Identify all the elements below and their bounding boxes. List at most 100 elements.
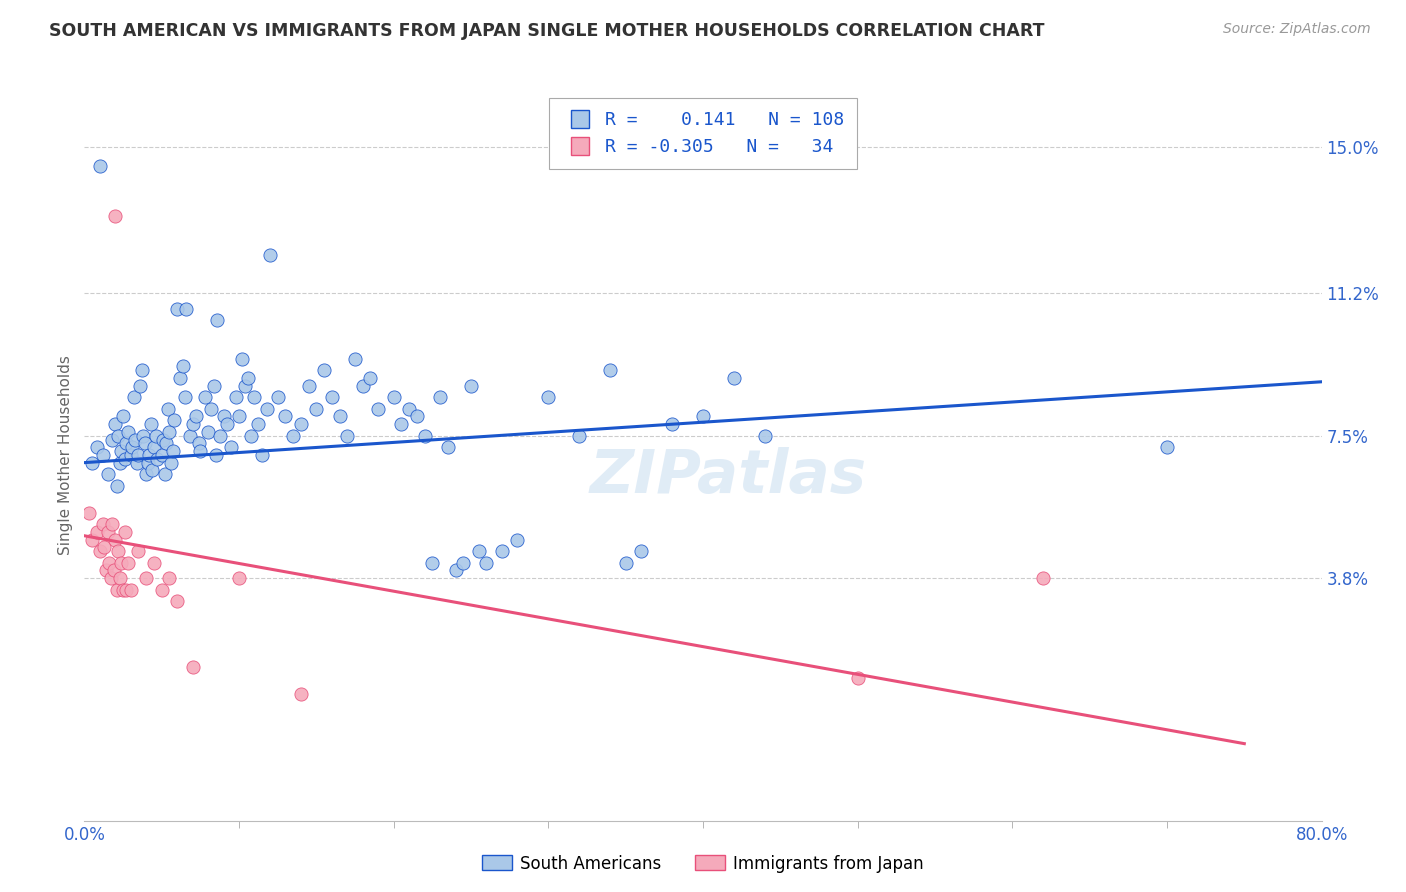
Point bbox=[336, 428, 359, 442]
Point bbox=[344, 351, 367, 366]
Point bbox=[155, 436, 177, 450]
Point bbox=[187, 436, 209, 450]
Point bbox=[143, 556, 166, 570]
Point bbox=[122, 390, 145, 404]
Point bbox=[112, 582, 135, 597]
Point bbox=[240, 428, 263, 442]
Point bbox=[1032, 571, 1054, 585]
Point bbox=[723, 371, 745, 385]
Point bbox=[179, 428, 201, 442]
Point bbox=[107, 428, 129, 442]
Point bbox=[398, 401, 420, 416]
Legend: R =    0.141   N = 108, R = -0.305   N =   34: R = 0.141 N = 108, R = -0.305 N = 34 bbox=[550, 98, 856, 169]
Point bbox=[112, 409, 135, 424]
Point bbox=[120, 448, 142, 462]
Point bbox=[352, 378, 374, 392]
Point bbox=[267, 390, 290, 404]
Point bbox=[139, 417, 162, 431]
Point bbox=[246, 417, 269, 431]
Point bbox=[117, 425, 139, 439]
Point bbox=[125, 456, 148, 470]
Point bbox=[82, 533, 104, 547]
Point bbox=[105, 582, 128, 597]
Point bbox=[475, 556, 498, 570]
Point bbox=[93, 541, 115, 555]
Point bbox=[114, 524, 136, 539]
Point bbox=[91, 448, 114, 462]
Point bbox=[120, 582, 142, 597]
Point bbox=[259, 248, 281, 262]
Point bbox=[82, 456, 104, 470]
Point bbox=[382, 390, 405, 404]
Point bbox=[150, 582, 173, 597]
Point bbox=[188, 444, 212, 458]
Point bbox=[460, 378, 482, 392]
Point bbox=[105, 479, 128, 493]
Point bbox=[221, 440, 243, 454]
Point bbox=[468, 544, 491, 558]
Point bbox=[329, 409, 352, 424]
Point bbox=[233, 378, 256, 392]
Point bbox=[754, 428, 776, 442]
Point bbox=[101, 517, 124, 532]
Point bbox=[163, 413, 186, 427]
Point bbox=[444, 563, 467, 577]
Point bbox=[367, 401, 389, 416]
Point bbox=[114, 451, 136, 466]
Point bbox=[568, 428, 591, 442]
Point bbox=[86, 524, 108, 539]
Point bbox=[127, 448, 149, 462]
Point bbox=[98, 556, 121, 570]
Point bbox=[135, 467, 157, 482]
Point bbox=[159, 571, 180, 585]
Point bbox=[1156, 440, 1178, 454]
Point bbox=[281, 428, 305, 442]
Point bbox=[172, 359, 194, 374]
Point bbox=[174, 390, 197, 404]
Point bbox=[238, 371, 260, 385]
Point bbox=[506, 533, 529, 547]
Point bbox=[91, 517, 114, 532]
Point bbox=[231, 351, 253, 366]
Point bbox=[194, 390, 217, 404]
Point bbox=[115, 436, 138, 450]
Point bbox=[599, 363, 621, 377]
Point bbox=[100, 571, 122, 585]
Point bbox=[176, 301, 198, 316]
Point bbox=[429, 390, 451, 404]
Point bbox=[305, 401, 328, 416]
Point bbox=[846, 671, 869, 685]
Point bbox=[121, 440, 143, 454]
Point bbox=[107, 544, 129, 558]
Point bbox=[138, 448, 160, 462]
Point bbox=[96, 524, 118, 539]
Point bbox=[274, 409, 297, 424]
Point bbox=[200, 401, 222, 416]
Point bbox=[115, 582, 138, 597]
Point bbox=[108, 456, 131, 470]
Point bbox=[215, 417, 238, 431]
Point bbox=[197, 425, 219, 439]
Point bbox=[209, 428, 232, 442]
Point bbox=[141, 463, 163, 477]
Point bbox=[321, 390, 343, 404]
Point bbox=[166, 594, 188, 608]
Point bbox=[124, 433, 146, 447]
Legend: South Americans, Immigrants from Japan: South Americans, Immigrants from Japan bbox=[475, 848, 931, 880]
Point bbox=[205, 448, 228, 462]
Point bbox=[181, 659, 204, 673]
Point bbox=[104, 533, 127, 547]
Point bbox=[117, 556, 139, 570]
Point bbox=[77, 506, 100, 520]
Point bbox=[108, 571, 131, 585]
Point bbox=[207, 313, 229, 327]
Point bbox=[437, 440, 460, 454]
Point bbox=[422, 556, 444, 570]
Point bbox=[314, 363, 336, 377]
Point bbox=[132, 428, 155, 442]
Point bbox=[159, 425, 180, 439]
Point bbox=[184, 409, 207, 424]
Point bbox=[212, 409, 235, 424]
Point bbox=[94, 563, 117, 577]
Point bbox=[110, 444, 132, 458]
